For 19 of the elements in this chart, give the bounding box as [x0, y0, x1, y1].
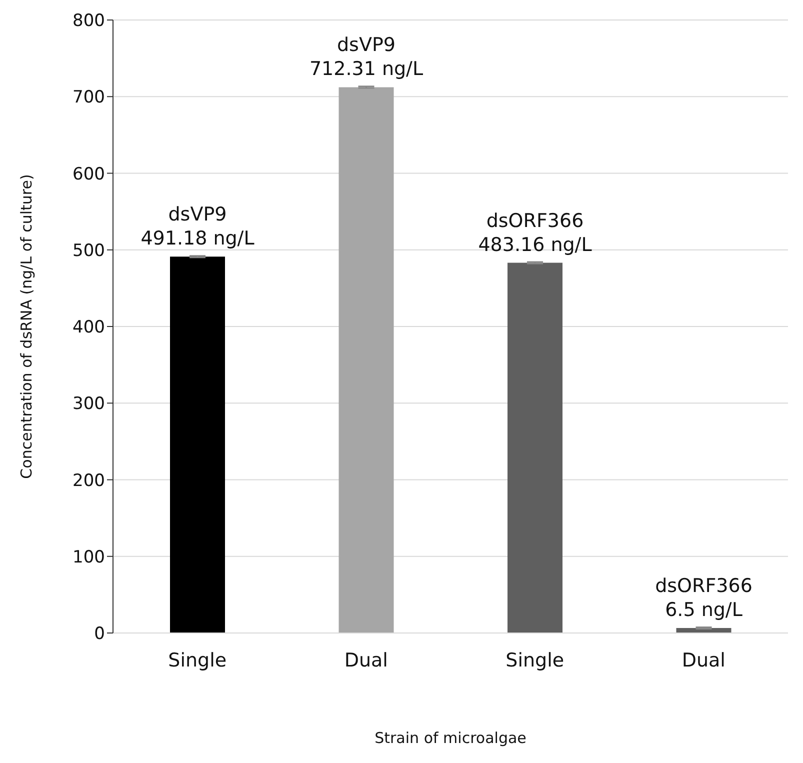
x-tick-label: Single: [506, 649, 564, 672]
y-tick-label: 100: [72, 547, 105, 568]
y-axis-title: Concentration of dsRNA (ng/L of culture): [17, 174, 36, 479]
y-tick-label: 0: [94, 624, 105, 644]
data-label: dsORF366 6.5 ng/L: [655, 575, 752, 622]
x-tick-label: Dual: [344, 649, 388, 672]
y-tick-label: 300: [72, 394, 105, 414]
data-label: dsORF366 483.16 ng/L: [478, 210, 592, 256]
y-tick-label: 600: [72, 164, 105, 184]
y-tick-label: 800: [72, 11, 105, 32]
y-tick-label: 700: [72, 88, 105, 108]
y-tick-label: 500: [72, 240, 105, 261]
x-tick-label: Single: [168, 649, 227, 672]
y-tick-label: 200: [72, 470, 105, 491]
data-label: dsVP9 712.31 ng/L: [309, 34, 424, 80]
data-label: dsVP9 491.18 ng/L: [140, 204, 255, 250]
y-tick-label: 400: [72, 318, 105, 338]
x-tick-label: Dual: [682, 649, 726, 672]
x-axis-title: Strain of microalgae: [374, 729, 526, 747]
